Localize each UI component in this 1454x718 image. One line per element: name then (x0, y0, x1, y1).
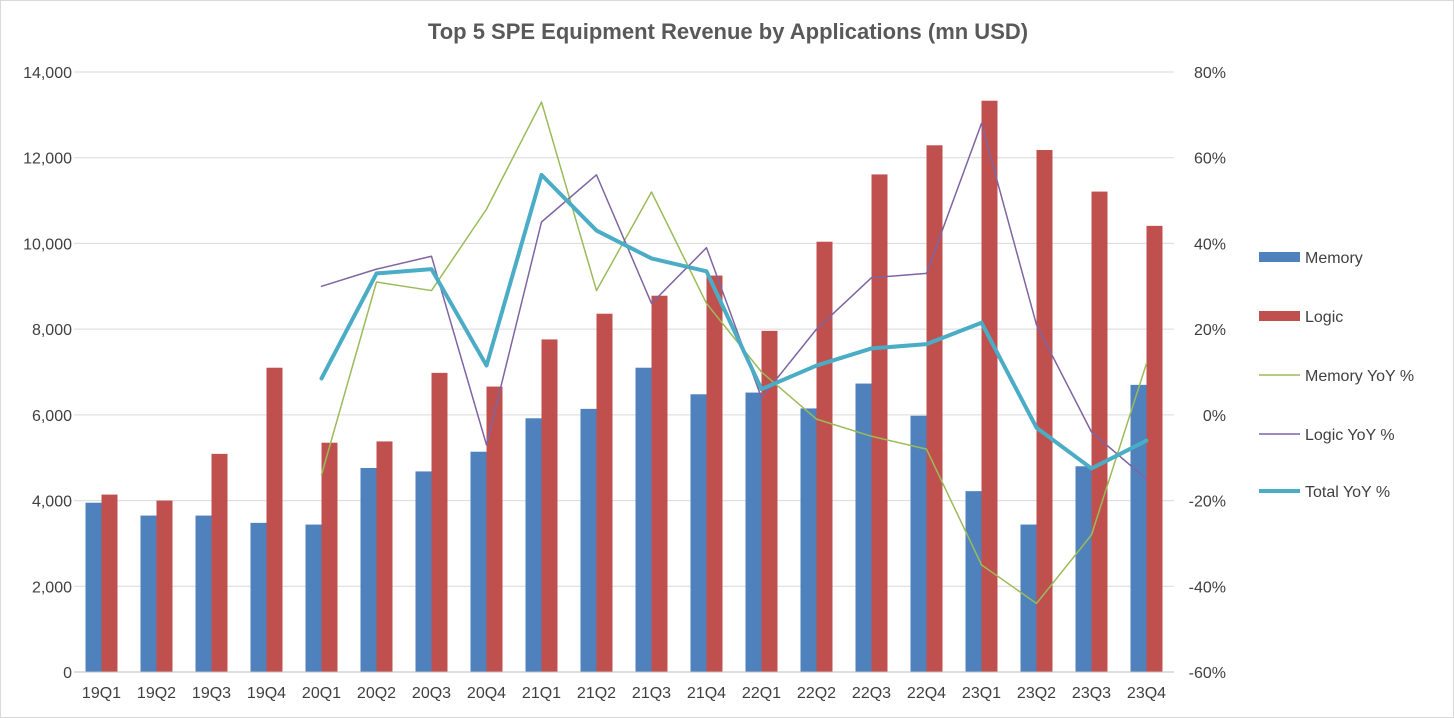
x-tick-label: 21Q2 (577, 685, 616, 702)
bar-logic-20q1 (321, 442, 338, 672)
x-tick-label: 23Q4 (1127, 685, 1166, 702)
y-right-tick-label: 20% (1194, 322, 1226, 339)
bar-memory-23q4 (1130, 384, 1147, 672)
legend-label-memory-yoy-: Memory YoY % (1305, 368, 1414, 385)
y-right-tick-label: -20% (1189, 494, 1226, 511)
y-right-tick-label: 40% (1194, 236, 1226, 253)
bar-memory-20q2 (360, 468, 377, 672)
bar-logic-19q3 (211, 453, 228, 672)
bar-memory-23q3 (1075, 466, 1092, 672)
x-tick-label: 20Q3 (412, 685, 451, 702)
bar-memory-21q4 (690, 394, 707, 672)
bar-logic-23q1 (981, 100, 998, 672)
y-right-tick-label: 0% (1203, 408, 1226, 425)
x-tick-label: 19Q1 (82, 685, 121, 702)
y-right-tick-label: 60% (1194, 151, 1226, 168)
bar-logic-23q2 (1036, 150, 1053, 672)
bar-series (85, 100, 1163, 673)
legend: Memory Logic Memory YoY % Logic YoY % Total … (1259, 250, 1414, 501)
bar-logic-22q2 (816, 241, 833, 672)
bar-memory-19q2 (140, 515, 157, 672)
x-tick-label: 20Q2 (357, 685, 396, 702)
x-tick-label: 21Q1 (522, 685, 561, 702)
x-tick-label: 20Q1 (302, 685, 341, 702)
bar-memory-22q2 (800, 408, 817, 672)
line-series (319, 101, 1149, 605)
x-tick-label: 19Q4 (247, 685, 286, 702)
bar-logic-21q2 (596, 313, 613, 672)
y-left-tick-label: 8,000 (32, 322, 72, 339)
line-total-yoy- (319, 172, 1149, 471)
x-tick-label: 22Q1 (742, 685, 781, 702)
legend-label-total-yoy-: Total YoY % (1305, 484, 1390, 501)
bar-memory-22q4 (910, 415, 927, 672)
bar-memory-22q3 (855, 383, 872, 672)
x-tick-label: 21Q3 (632, 685, 671, 702)
y-left-tick-label: 4,000 (32, 494, 72, 511)
bar-logic-20q2 (376, 441, 393, 672)
y-right-tick-label: -60% (1189, 665, 1226, 682)
x-tick-label: 22Q2 (797, 685, 836, 702)
legend-swatch-memory (1259, 252, 1300, 262)
bar-logic-19q4 (266, 367, 283, 672)
x-tick-label: 23Q3 (1072, 685, 1111, 702)
gridlines (74, 71, 1174, 587)
bar-logic-21q4 (706, 275, 723, 672)
bar-logic-20q3 (431, 372, 448, 672)
y-left-tick-label: 12,000 (23, 151, 72, 168)
y-left-tick-label: 14,000 (23, 65, 72, 82)
line-memory-yoy- (320, 101, 1148, 605)
y-right-tick-label: 80% (1194, 65, 1226, 82)
bar-memory-21q1 (525, 418, 542, 672)
bar-logic-20q4 (486, 386, 503, 672)
x-tick-label: 23Q1 (962, 685, 1001, 702)
bar-memory-20q1 (305, 524, 322, 672)
bar-memory-20q3 (415, 471, 432, 672)
legend-label-memory: Memory (1305, 250, 1363, 267)
bar-logic-22q1 (761, 330, 778, 672)
x-tick-label: 22Q4 (907, 685, 946, 702)
bar-logic-23q3 (1091, 191, 1108, 673)
bar-memory-20q4 (470, 451, 487, 672)
bar-memory-23q1 (965, 491, 982, 672)
bar-memory-21q2 (580, 408, 597, 672)
bar-memory-19q1 (85, 502, 102, 672)
legend-swatch-logic (1259, 311, 1300, 321)
axes: 0 2,000 4,000 6,000 8,000 10,000 12,000 14,000 -… (23, 65, 1226, 702)
chart-title: Top 5 SPE Equipment Revenue by Applicati… (428, 19, 1028, 44)
y-right-tick-label: -40% (1189, 579, 1226, 596)
bar-logic-21q3 (651, 295, 668, 672)
x-tick-label: 21Q4 (687, 685, 726, 702)
y-left-tick-label: 0 (63, 665, 72, 682)
bar-logic-23q4 (1146, 225, 1163, 672)
bar-logic-21q1 (541, 339, 558, 672)
bar-memory-21q3 (635, 367, 652, 672)
bar-memory-19q4 (250, 522, 267, 672)
x-tick-label: 19Q3 (192, 685, 231, 702)
bar-logic-19q1 (101, 494, 118, 672)
bar-logic-19q2 (156, 500, 173, 672)
x-tick-label: 20Q4 (467, 685, 506, 702)
bar-memory-22q1 (745, 392, 762, 672)
bar-memory-19q3 (195, 515, 212, 672)
legend-label-logic-yoy-: Logic YoY % (1305, 427, 1395, 444)
line-logic-yoy- (320, 122, 1148, 480)
y-left-tick-label: 2,000 (32, 579, 72, 596)
y-left-tick-label: 10,000 (23, 236, 72, 253)
x-tick-label: 19Q2 (137, 685, 176, 702)
bar-logic-22q4 (926, 145, 943, 673)
x-tick-label: 22Q3 (852, 685, 891, 702)
bar-logic-22q3 (871, 174, 888, 672)
x-tick-label: 23Q2 (1017, 685, 1056, 702)
legend-label-logic: Logic (1305, 309, 1343, 326)
y-left-tick-label: 6,000 (32, 408, 72, 425)
